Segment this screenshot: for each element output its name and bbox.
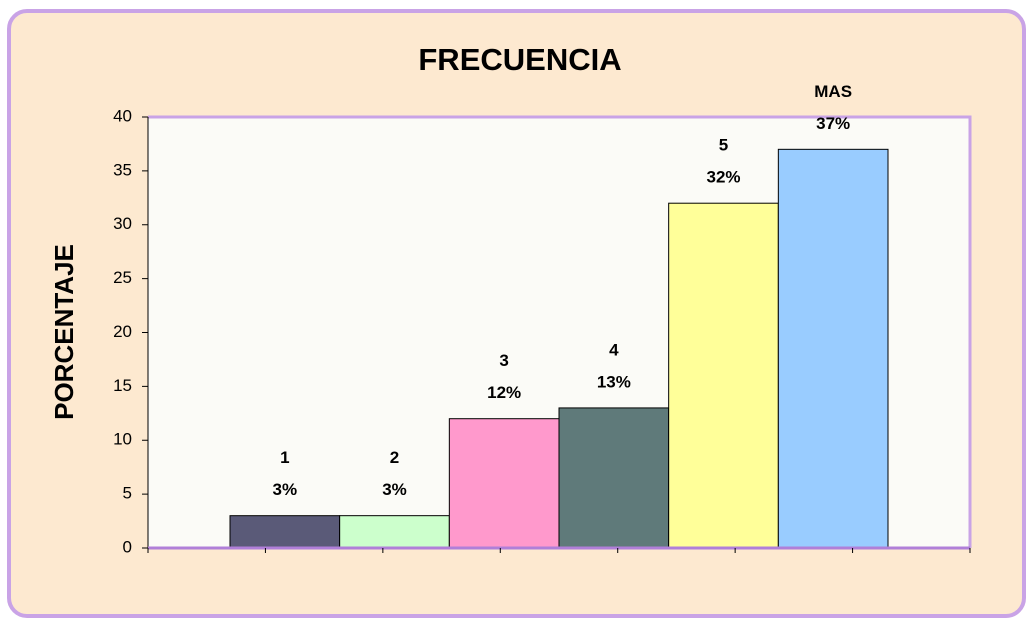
data-label-category: 1 xyxy=(280,448,289,467)
bar xyxy=(668,202,779,549)
data-label: 32% xyxy=(706,168,740,187)
data-label-category: 4 xyxy=(609,340,619,359)
bar xyxy=(229,515,341,549)
y-tick-label: 20 xyxy=(113,322,132,341)
y-tick-label: 40 xyxy=(113,106,132,125)
y-tick-label: 30 xyxy=(113,214,132,233)
bar xyxy=(448,418,560,549)
y-tick-label: 10 xyxy=(113,430,132,449)
data-label-category: 3 xyxy=(499,351,508,370)
y-axis-label: PORCENTAJE xyxy=(49,244,79,420)
bar xyxy=(558,407,670,549)
data-label-category: 2 xyxy=(390,448,399,467)
data-label: 12% xyxy=(487,383,521,402)
y-tick-label: 5 xyxy=(123,484,132,503)
bar xyxy=(339,515,450,549)
y-tick-label: 35 xyxy=(113,160,132,179)
data-label: 3% xyxy=(273,480,298,499)
data-label-category: 5 xyxy=(719,136,728,155)
plot-border xyxy=(148,115,972,548)
chart-title: FRECUENCIA xyxy=(418,42,621,77)
y-tick-label: 25 xyxy=(113,268,132,287)
y-tick-label: 15 xyxy=(113,376,132,395)
data-label: 3% xyxy=(382,480,407,499)
data-label-category: MAS xyxy=(814,82,852,101)
y-tick-label: 0 xyxy=(123,537,132,556)
bar xyxy=(777,148,889,549)
data-label: 37% xyxy=(816,114,850,133)
data-label: 13% xyxy=(597,372,631,391)
